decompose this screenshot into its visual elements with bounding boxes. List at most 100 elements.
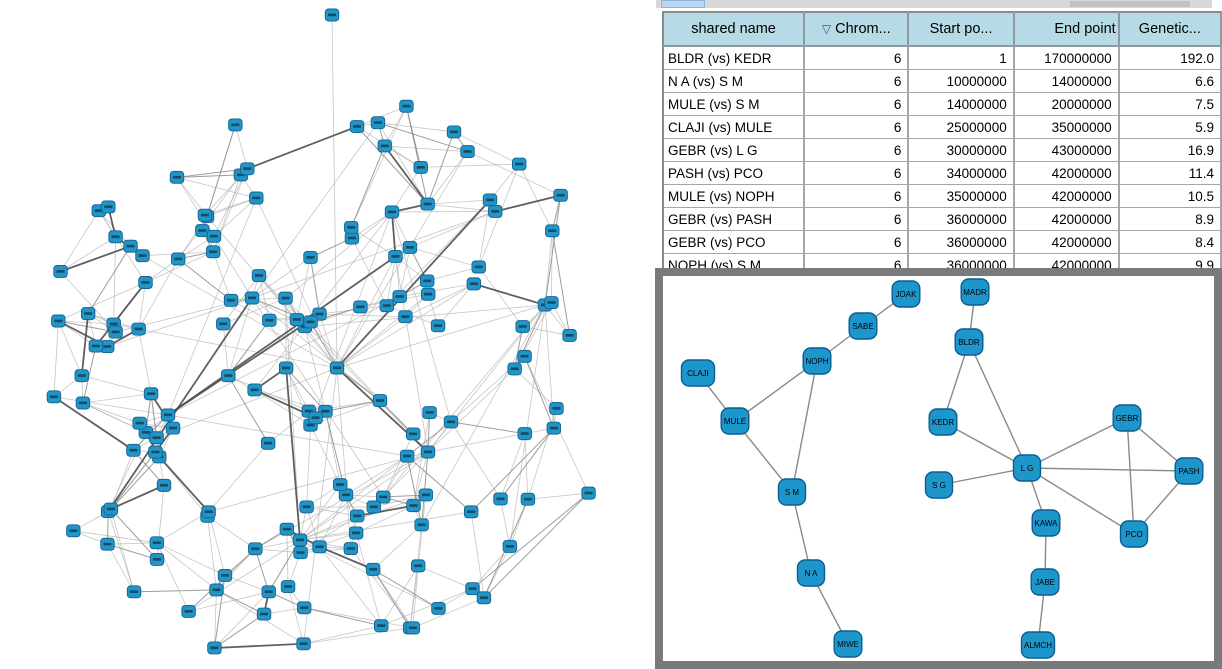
network-edge[interactable] xyxy=(345,455,408,496)
network-edge[interactable] xyxy=(427,199,491,205)
network-node[interactable] xyxy=(240,162,255,176)
network-edge[interactable] xyxy=(304,607,382,627)
network-node[interactable] xyxy=(544,296,559,310)
network-edge[interactable] xyxy=(81,375,152,395)
network-edge[interactable] xyxy=(355,532,382,626)
network-edge[interactable] xyxy=(188,591,269,612)
network-edge[interactable] xyxy=(300,515,358,554)
node-GEBR[interactable]: GEBR xyxy=(1112,404,1142,432)
node-MADR[interactable]: MADR xyxy=(960,278,990,306)
network-edge[interactable] xyxy=(212,251,232,301)
network-edge[interactable] xyxy=(255,197,338,369)
network-node[interactable] xyxy=(160,408,176,422)
network-edge[interactable] xyxy=(214,589,217,648)
network-node[interactable] xyxy=(256,607,272,621)
network-edge[interactable] xyxy=(306,506,358,517)
network-edge[interactable] xyxy=(177,216,208,260)
network-edge[interactable] xyxy=(213,197,257,237)
network-node[interactable] xyxy=(80,307,96,321)
network-edge[interactable] xyxy=(224,575,269,593)
network-edge[interactable] xyxy=(420,163,520,168)
network-edge[interactable] xyxy=(60,236,116,272)
network-node[interactable] xyxy=(344,220,359,234)
network-edge[interactable] xyxy=(285,319,298,369)
edge-PCO-LG[interactable] xyxy=(1026,467,1135,535)
network-edge[interactable] xyxy=(427,203,496,212)
network-edge[interactable] xyxy=(299,515,358,541)
network-node[interactable] xyxy=(398,310,413,324)
table-row[interactable]: PASH (vs) PCO 6 34000000 42000000 11.4 xyxy=(662,161,1222,185)
network-node[interactable] xyxy=(376,490,391,504)
network-node[interactable] xyxy=(344,231,360,245)
network-edge[interactable] xyxy=(167,296,400,416)
network-node[interactable] xyxy=(406,427,421,441)
network-node[interactable] xyxy=(545,224,560,238)
network-node[interactable] xyxy=(366,500,381,514)
network-edge[interactable] xyxy=(409,524,423,628)
table-row[interactable]: BLDR (vs) KEDR 6 1 170000000 192.0 xyxy=(662,45,1222,70)
network-node[interactable] xyxy=(216,317,231,331)
network-edge[interactable] xyxy=(336,367,352,549)
network-edge[interactable] xyxy=(319,305,387,315)
network-edge[interactable] xyxy=(87,245,131,314)
node-SG[interactable]: S G xyxy=(924,471,954,499)
network-edge[interactable] xyxy=(82,345,97,404)
network-node[interactable] xyxy=(148,445,163,459)
network-edge[interactable] xyxy=(377,122,455,133)
edge-NOPH-SM[interactable] xyxy=(791,360,818,493)
network-node[interactable] xyxy=(466,277,482,291)
network-edge[interactable] xyxy=(300,532,357,554)
network-node[interactable] xyxy=(149,536,165,550)
network-node[interactable] xyxy=(74,369,89,383)
network-edge[interactable] xyxy=(391,211,397,257)
network-edge[interactable] xyxy=(138,328,338,369)
network-edge[interactable] xyxy=(299,451,429,541)
node-MULE[interactable]: MULE xyxy=(720,407,750,435)
node-SABE[interactable]: SABE xyxy=(848,312,878,340)
network-edge[interactable] xyxy=(405,106,429,205)
network-node[interactable] xyxy=(399,449,415,463)
network-edge[interactable] xyxy=(176,176,257,199)
network-node[interactable] xyxy=(553,188,568,202)
node-SM[interactable]: S M xyxy=(777,478,807,506)
table-horizontal-scrollbar[interactable] xyxy=(656,0,1212,8)
network-node[interactable] xyxy=(251,269,267,283)
network-node[interactable] xyxy=(443,415,459,429)
network-edge[interactable] xyxy=(514,326,524,369)
network-node[interactable] xyxy=(431,601,446,615)
network-edge[interactable] xyxy=(222,323,229,376)
network-edge[interactable] xyxy=(319,546,382,626)
network-node[interactable] xyxy=(205,245,221,259)
network-node[interactable] xyxy=(249,191,264,205)
table-row[interactable]: CLAJI (vs) MULE 6 25000000 35000000 5.9 xyxy=(662,115,1222,139)
network-node[interactable] xyxy=(324,8,340,22)
network-edge[interactable] xyxy=(331,14,338,369)
network-edge[interactable] xyxy=(405,283,475,318)
network-edge[interactable] xyxy=(107,542,157,545)
network-edge[interactable] xyxy=(351,227,396,257)
network-node[interactable] xyxy=(206,229,222,243)
network-node[interactable] xyxy=(413,160,428,174)
network-node[interactable] xyxy=(507,362,522,376)
network-edge[interactable] xyxy=(110,484,165,510)
network-node[interactable] xyxy=(372,394,388,408)
column-header-sharedname[interactable]: shared name xyxy=(662,11,806,47)
network-node[interactable] xyxy=(411,559,426,573)
network-node[interactable] xyxy=(280,580,296,594)
column-header-chrom[interactable]: ▽ Chrom... xyxy=(803,11,910,47)
network-edge[interactable] xyxy=(251,297,384,498)
network-node[interactable] xyxy=(402,240,418,254)
network-node[interactable] xyxy=(131,322,146,336)
network-node[interactable] xyxy=(471,260,486,274)
network-edge[interactable] xyxy=(304,304,546,328)
network-edge[interactable] xyxy=(150,393,158,438)
network-edge[interactable] xyxy=(336,283,475,369)
network-edge[interactable] xyxy=(478,266,524,327)
network-edge[interactable] xyxy=(296,257,311,320)
network-edge[interactable] xyxy=(167,255,396,416)
network-node[interactable] xyxy=(53,265,68,278)
node-KEDR[interactable]: KEDR xyxy=(928,408,958,436)
network-edge[interactable] xyxy=(110,456,160,510)
node-NOPH[interactable]: NOPH xyxy=(802,347,832,375)
network-node[interactable] xyxy=(244,291,260,305)
